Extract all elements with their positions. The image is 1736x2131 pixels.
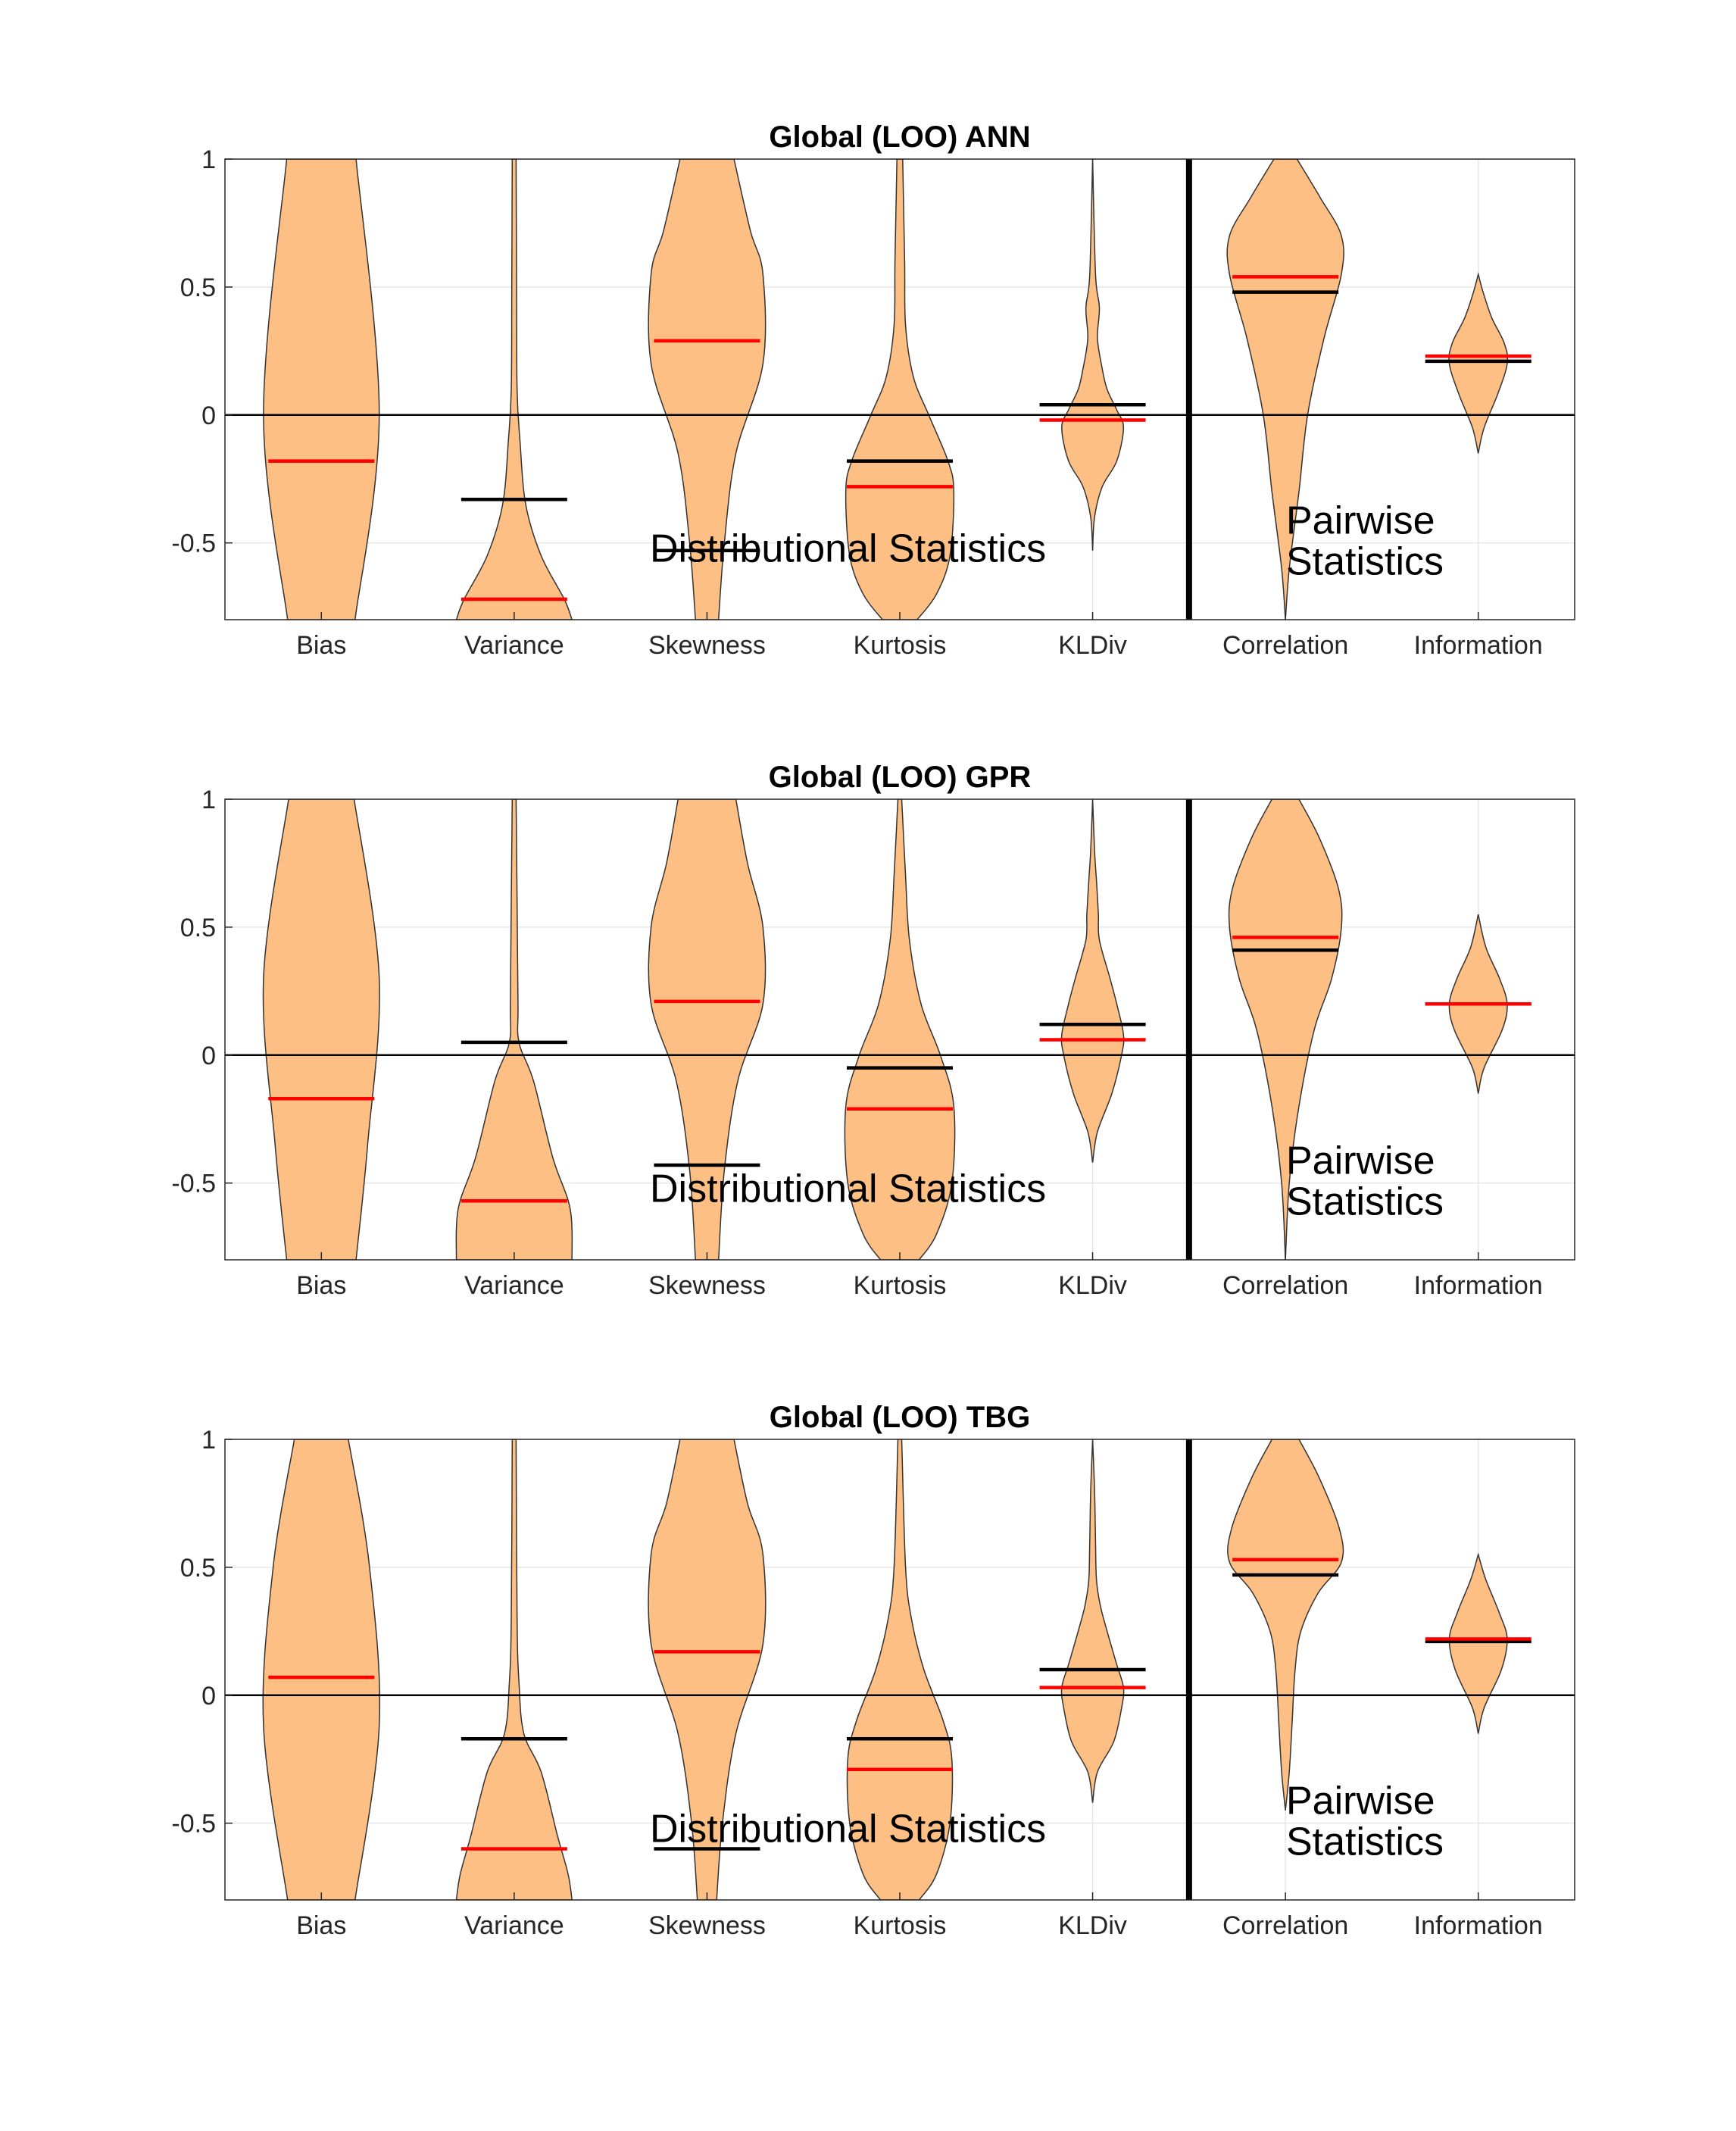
violin-variance [455,799,573,1260]
y-tick-label: -0.5 [171,1170,216,1198]
x-tick-label: Variance [464,1271,564,1300]
violin-information [1448,1552,1508,1734]
x-tick-label: Variance [464,1911,564,1940]
violin-group [262,799,1531,1260]
x-tick-label: Information [1414,1271,1543,1300]
violin-kldiv [1061,159,1125,551]
x-tick-label: Correlation [1222,1271,1348,1300]
annotation-pairwise: Pairwise [1286,1779,1435,1823]
violin-bias [262,799,380,1260]
x-tick-label: Kurtosis [854,1271,947,1300]
annotation-statistics: Statistics [1286,1180,1444,1223]
violin-kldiv [1060,1439,1125,1803]
violin-correlation [1228,799,1343,1260]
x-tick-label: KLDiv [1058,631,1127,660]
x-tick-label: KLDiv [1058,1911,1127,1940]
x-tick-label: Skewness [648,1911,766,1940]
violin-kurtosis [846,1439,954,1900]
y-tick-label: 0.5 [180,273,216,302]
x-tick-label: Bias [296,1271,346,1300]
chart-panel-2: -0.5 0 0.5 1 Bias Variance Skewness Kurtosis KLD… [171,761,1575,1300]
x-tick-label: Information [1414,631,1543,660]
violin-kurtosis [844,799,956,1260]
x-tick-label: Variance [464,631,564,660]
violin-skewness [648,799,767,1260]
violin-bias [263,159,380,620]
chart-panel-3: -0.5 0 0.5 1 Bias Variance Skewness Kurtosis KLD… [171,1401,1575,1940]
x-tick-label: Skewness [648,631,766,660]
chart-title: Global (LOO) ANN [769,120,1030,154]
annotation-statistics: Statistics [1286,1820,1444,1864]
x-tick-label: Correlation [1222,631,1348,660]
annotation-distributional: Distributional Statistics [650,1167,1046,1211]
x-tick-label: Correlation [1222,1911,1348,1940]
x-tick-label: Bias [296,1911,346,1940]
violin-variance [455,159,573,620]
x-tick-label: KLDiv [1058,1271,1127,1300]
annotation-distributional: Distributional Statistics [650,1807,1046,1851]
chart-title: Global (LOO) TBG [770,1401,1030,1434]
y-tick-label: 0 [201,402,216,430]
violin-information [1448,272,1509,454]
chart-title: Global (LOO) GPR [769,761,1032,794]
violin-group [262,1439,1531,1900]
y-tick-label: 1 [201,1426,216,1455]
y-tick-label: 0 [201,1682,216,1711]
violin-skewness [648,1439,767,1900]
y-tick-label: 1 [201,786,216,814]
chart-panel-1: -0.5 0 0.5 1 Bias Variance Skewness Kurtosis KLD… [171,120,1575,660]
y-tick-label: 0.5 [180,1554,216,1583]
y-tick-label: 0 [201,1042,216,1070]
y-tick-label: 1 [201,145,216,174]
x-tick-label: Kurtosis [854,631,947,660]
annotation-statistics: Statistics [1286,539,1444,583]
violin-kurtosis [845,159,955,620]
violin-bias [262,1439,381,1900]
violin-correlation [1227,1439,1344,1811]
violin-group [263,159,1531,620]
violin-variance [455,1439,573,1900]
y-tick-label: 0.5 [180,914,216,942]
y-tick-label: -0.5 [171,530,216,558]
x-tick-label: Information [1414,1911,1543,1940]
annotation-distributional: Distributional Statistics [650,527,1046,570]
x-tick-label: Skewness [648,1271,766,1300]
violin-correlation [1226,159,1344,620]
annotation-pairwise: Pairwise [1286,498,1435,542]
x-tick-label: Kurtosis [854,1911,947,1940]
x-tick-label: Bias [296,631,346,660]
violin-skewness [648,159,767,620]
y-tick-label: -0.5 [171,1810,216,1839]
annotation-pairwise: Pairwise [1286,1139,1435,1183]
